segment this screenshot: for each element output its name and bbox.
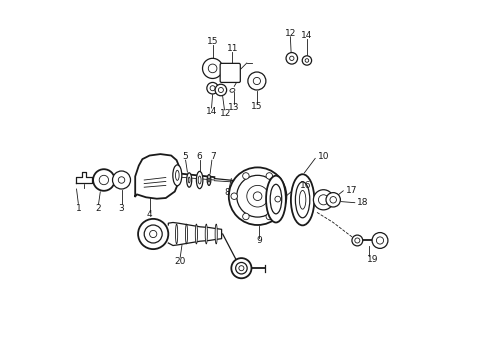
Circle shape [231, 193, 238, 199]
Circle shape [208, 64, 217, 73]
Circle shape [243, 173, 249, 179]
Polygon shape [169, 222, 221, 246]
Ellipse shape [187, 173, 192, 187]
Circle shape [207, 82, 219, 94]
Text: 20: 20 [174, 257, 186, 266]
Circle shape [352, 235, 363, 246]
Text: 5: 5 [182, 152, 188, 161]
Text: 4: 4 [147, 210, 152, 219]
Text: 12: 12 [285, 29, 296, 37]
Circle shape [149, 230, 157, 238]
Text: 10: 10 [318, 152, 330, 161]
Text: 14: 14 [301, 31, 313, 40]
Ellipse shape [188, 177, 190, 183]
Ellipse shape [205, 224, 207, 244]
Circle shape [372, 233, 388, 248]
Ellipse shape [198, 176, 201, 184]
Ellipse shape [230, 89, 235, 92]
Ellipse shape [185, 224, 188, 244]
Ellipse shape [299, 190, 306, 209]
Circle shape [302, 56, 312, 65]
Text: 19: 19 [367, 255, 379, 264]
Circle shape [118, 177, 125, 183]
Text: 3: 3 [119, 204, 124, 212]
Circle shape [231, 258, 251, 278]
Circle shape [113, 171, 130, 189]
Circle shape [248, 72, 266, 90]
Text: 15: 15 [251, 102, 263, 111]
Circle shape [286, 53, 297, 64]
Circle shape [93, 169, 115, 191]
Circle shape [210, 86, 215, 91]
Circle shape [278, 193, 284, 199]
Ellipse shape [196, 171, 203, 189]
Circle shape [144, 225, 162, 243]
Circle shape [266, 213, 272, 220]
Circle shape [253, 77, 261, 85]
Circle shape [376, 237, 384, 244]
Circle shape [202, 58, 222, 78]
Text: 15: 15 [207, 37, 219, 46]
Circle shape [239, 266, 244, 271]
Ellipse shape [215, 224, 217, 244]
Circle shape [236, 262, 247, 274]
Text: 8: 8 [225, 189, 231, 197]
Text: 13: 13 [228, 103, 240, 112]
Ellipse shape [208, 178, 210, 182]
Ellipse shape [175, 224, 178, 244]
Text: 12: 12 [220, 109, 231, 118]
Circle shape [243, 213, 249, 220]
Circle shape [330, 197, 337, 203]
Text: 17: 17 [346, 186, 357, 194]
Circle shape [314, 190, 334, 210]
Polygon shape [135, 154, 179, 199]
Text: 1: 1 [76, 204, 82, 212]
Ellipse shape [266, 176, 286, 222]
Circle shape [219, 87, 223, 93]
Circle shape [275, 196, 281, 202]
Text: 16: 16 [300, 181, 312, 190]
Ellipse shape [175, 170, 179, 180]
Ellipse shape [173, 165, 182, 186]
Circle shape [247, 185, 269, 207]
Circle shape [266, 173, 272, 179]
Ellipse shape [291, 174, 314, 225]
Circle shape [253, 192, 262, 201]
Circle shape [99, 175, 109, 185]
FancyBboxPatch shape [220, 63, 240, 82]
Polygon shape [76, 172, 92, 183]
Circle shape [305, 59, 309, 62]
Ellipse shape [196, 224, 197, 244]
Text: 14: 14 [206, 107, 217, 116]
Circle shape [290, 56, 294, 60]
Ellipse shape [295, 182, 310, 218]
Text: 7: 7 [210, 152, 216, 161]
Circle shape [237, 175, 278, 217]
Circle shape [215, 84, 227, 96]
Text: 18: 18 [357, 198, 368, 207]
Ellipse shape [207, 175, 211, 185]
Circle shape [355, 238, 360, 243]
Circle shape [326, 193, 341, 207]
Circle shape [318, 195, 328, 205]
Ellipse shape [270, 184, 282, 214]
Text: 6: 6 [197, 152, 202, 161]
Text: 2: 2 [96, 204, 101, 212]
Text: 11: 11 [227, 44, 238, 53]
Circle shape [229, 167, 286, 225]
Circle shape [138, 219, 169, 249]
Text: 9: 9 [257, 237, 262, 246]
